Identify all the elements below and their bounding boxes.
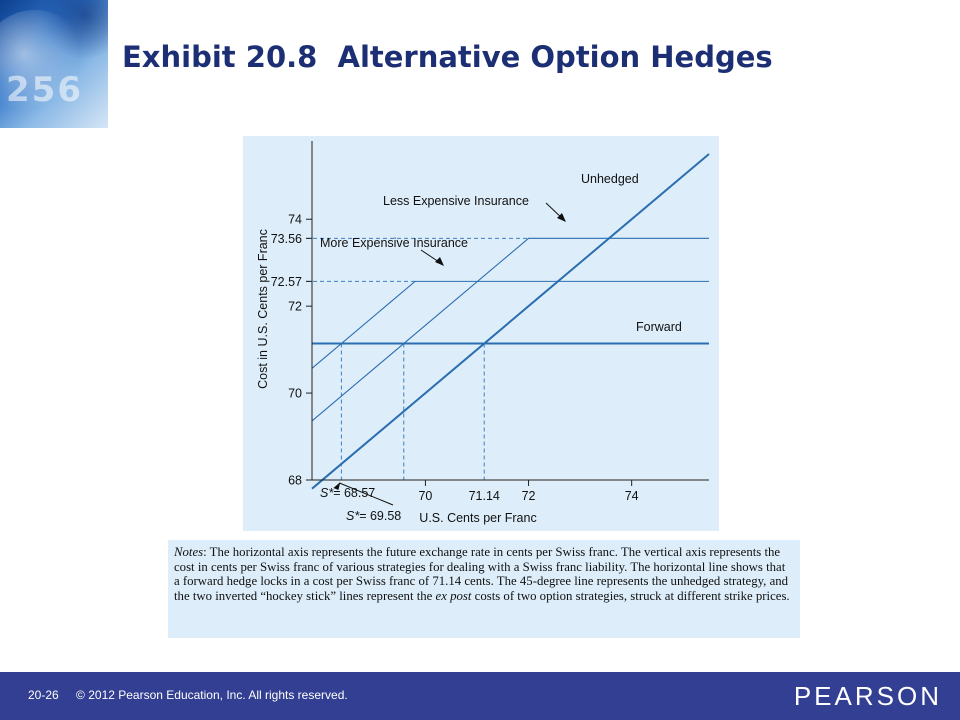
notes-emphasis: ex post [435,588,472,603]
notes-body: : The horizontal axis represents the fut… [174,545,789,603]
notes-panel: Notes: The horizontal axis represents th… [168,540,800,638]
annotation-less-expensive: Less Expensive Insurance [383,194,529,208]
series-unhedged [311,153,710,490]
annotation-forward: Forward [636,320,682,334]
pearson-logo: PEARSON [793,681,942,711]
page-number: 20-26 [28,688,59,702]
s-star-label-2: S*= 69.58 [346,509,401,523]
s-star-label-2-value: = 69.58 [359,509,401,523]
pointer-less-expensive-head [557,213,566,222]
y-axis-title: Cost in U.S. Cents per Franc [256,229,270,389]
y-tick-label: 72.57 [271,275,302,289]
s-star-arrowhead [333,482,341,490]
y-tick-label: 70 [288,387,302,401]
x-tick-label: 74 [625,489,639,503]
corner-art-highlight [0,10,90,120]
notes-body-end: costs of two option strategies, struck a… [471,588,790,603]
y-tick-label: 73.56 [271,232,302,246]
series-less-expensive-insurance [311,237,709,422]
corner-art-digits: 256 [6,70,83,110]
copyright-text: © 2012 Pearson Education, Inc. All right… [76,688,348,702]
y-tick-label: 68 [288,474,302,488]
annotation-unhedged: Unhedged [581,172,639,186]
x-axis-title: U.S. Cents per Franc [419,511,536,525]
notes-label: Notes [174,545,204,559]
y-tick-label: 74 [288,213,302,227]
s-star-label-2-symbol: S* [346,509,360,523]
notes-text: Notes: The horizontal axis represents th… [174,545,792,603]
footer-bar: 20-26 © 2012 Pearson Education, Inc. All… [0,672,960,720]
s-star-arrow [339,482,394,506]
x-tick-label: 70 [418,489,432,503]
s-star-label-1: S*= 68.57 [320,486,375,500]
series-more-expensive-insurance [311,280,709,369]
footer-text: 20-26 © 2012 Pearson Education, Inc. All… [28,688,362,702]
slide-title: Exhibit 20.8 Alternative Option Hedges [122,40,773,74]
s-star-label-1-symbol: S* [320,486,334,500]
s-star-label-1-value: = 68.57 [333,486,375,500]
x-mark-label-forward: 71.14 [469,489,500,503]
pointer-more-expensive-head [435,257,444,266]
corner-globe-image: 256 [0,0,108,128]
annotation-more-expensive: More Expensive Insurance [320,236,468,250]
chart-panel: 68 70 72 72.57 73.56 74 70 72 74 71.14 S*= 68.57 S*… [243,136,719,531]
x-tick-label: 72 [522,489,536,503]
y-tick-label: 72 [288,300,302,314]
